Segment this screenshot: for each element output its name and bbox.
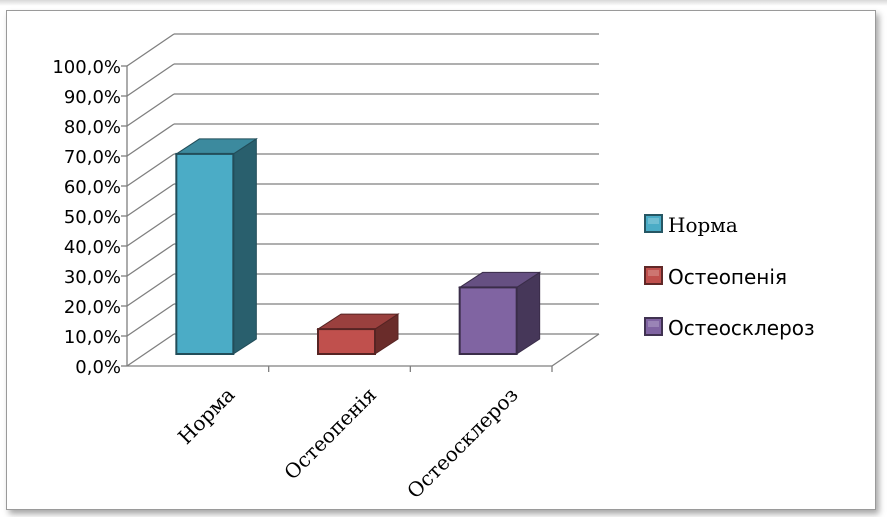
bar xyxy=(174,137,259,355)
legend-label: Остеопенія xyxy=(668,265,787,289)
y-tick-label: 0,0% xyxy=(75,357,121,378)
gridline-side xyxy=(126,63,175,97)
bar-front xyxy=(175,152,235,355)
bar-side xyxy=(232,137,257,355)
legend-label: Остеосклероз xyxy=(668,316,815,340)
gridline-side xyxy=(126,273,175,307)
legend-swatch-highlight xyxy=(648,270,659,276)
gridline-side xyxy=(126,243,175,277)
bar-front xyxy=(317,328,376,356)
y-tick-label: 100,0% xyxy=(52,57,121,78)
x-category-label: Остеосклероз xyxy=(402,383,523,504)
legend-item: Остеосклероз xyxy=(644,316,815,340)
y-tick-label: 90,0% xyxy=(64,87,121,108)
x-category-label: Остеопенія xyxy=(279,383,381,485)
y-tick-label: 40,0% xyxy=(64,237,121,258)
x-category-label: Норма xyxy=(173,383,239,449)
y-tick-label: 70,0% xyxy=(64,147,121,168)
legend-swatch-highlight xyxy=(648,218,659,224)
floor-right-edge xyxy=(551,333,600,367)
y-tick-label: 60,0% xyxy=(64,177,121,198)
bar-front xyxy=(458,286,518,355)
y-tick-label: 20,0% xyxy=(64,297,121,318)
x-axis: Норма Остеопенія Остеосклероз xyxy=(173,366,553,504)
legend-item: Норма xyxy=(644,213,738,237)
gridline-side xyxy=(126,183,175,217)
y-tick-label: 10,0% xyxy=(64,327,121,348)
y-tick-label: 50,0% xyxy=(64,207,121,228)
bar xyxy=(316,313,400,356)
chart-bars xyxy=(174,137,542,356)
y-tick-label: 80,0% xyxy=(64,117,121,138)
legend-item: Остеопенія xyxy=(644,265,787,289)
legend-label: Норма xyxy=(668,213,738,237)
y-tick-label: 30,0% xyxy=(64,267,121,288)
top-edge-strip xyxy=(0,0,887,6)
gridline-side xyxy=(126,93,175,127)
gridline-side xyxy=(126,153,175,187)
legend-swatch-highlight xyxy=(648,321,659,327)
bar xyxy=(457,271,542,355)
gridline-side xyxy=(126,333,175,367)
y-axis: 0,0% 10,0% 20,0% 30,0% 40,0% 50,0% 60,0% 70,0% 8… xyxy=(52,57,127,378)
gridline-side xyxy=(126,33,175,67)
gridline-side xyxy=(126,303,175,337)
gridline-side xyxy=(126,123,175,157)
gridline-side xyxy=(126,213,175,247)
chart-legend: Норма Остеопенія Остеосклероз xyxy=(644,213,815,340)
